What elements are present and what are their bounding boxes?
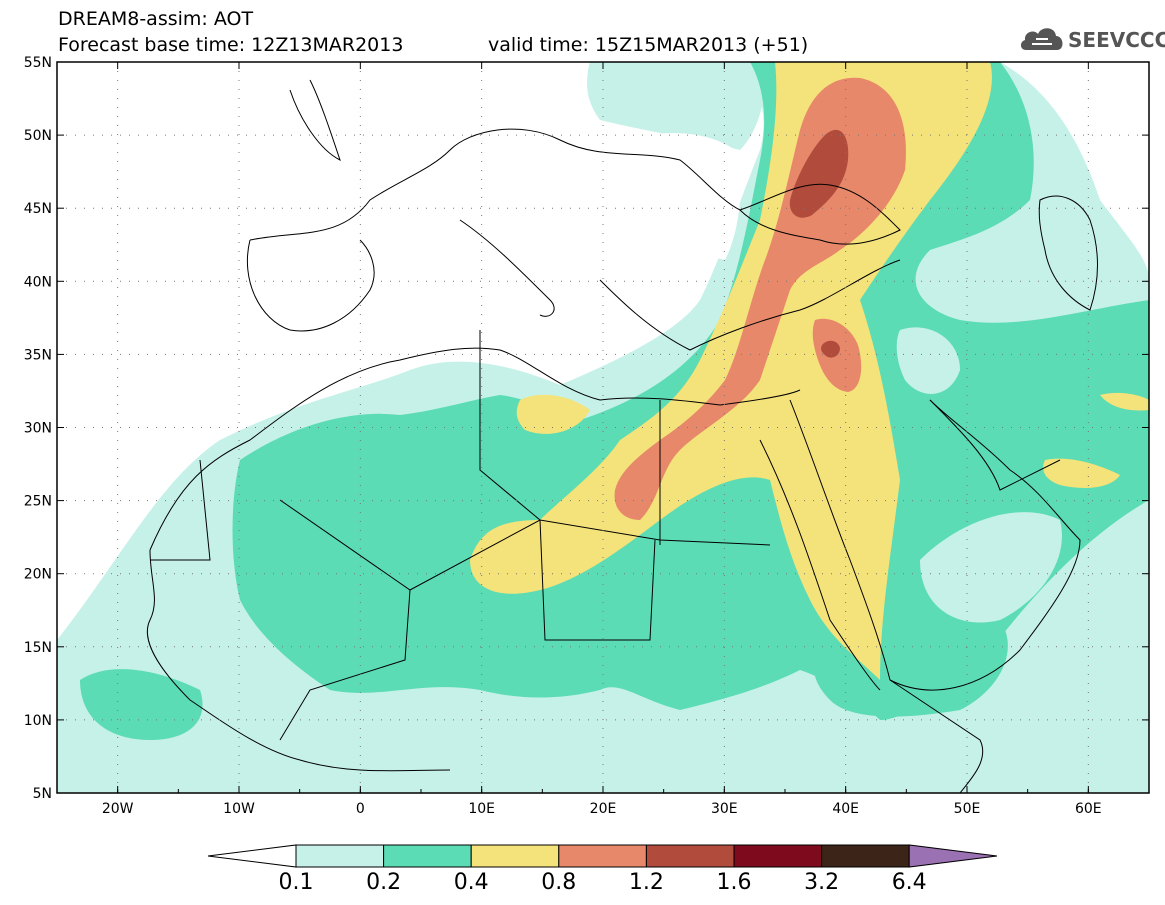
map-fields xyxy=(57,62,1149,793)
aot-contour-1.2 xyxy=(789,129,849,218)
lon-label: 60E xyxy=(1075,801,1102,817)
colorbar-high-triangle xyxy=(908,844,998,868)
grid-lines xyxy=(57,62,1149,793)
lat-label: 40N xyxy=(24,274,52,290)
colorbar-swatch xyxy=(645,844,735,868)
coastline-west-africa xyxy=(146,549,451,772)
coastline-north-africa xyxy=(149,347,801,551)
colorbar-label: 0.1 xyxy=(278,870,314,895)
aot-contour-0.4-gulf xyxy=(1043,458,1120,488)
colorbar xyxy=(207,844,998,868)
colorbar-swatch xyxy=(558,844,647,868)
lon-label: 10W xyxy=(223,801,255,817)
colorbar-label: 1.2 xyxy=(628,870,664,895)
coastline-britain xyxy=(289,79,341,161)
coastline-black-sea xyxy=(739,183,901,245)
border-2 xyxy=(279,589,411,741)
lat-label: 20N xyxy=(24,567,52,583)
lon-label: 0 xyxy=(356,801,365,817)
cloud-icon xyxy=(1020,28,1063,50)
coastline-caspian xyxy=(1038,195,1098,311)
lon-label: 50E xyxy=(954,801,981,817)
coastline-horn xyxy=(889,679,984,793)
colorbar-label: 0.4 xyxy=(453,870,489,895)
coastline-arabia xyxy=(889,399,1081,691)
colorbar-swatch xyxy=(295,844,385,868)
coastline-gulf xyxy=(929,399,1061,491)
lat-label: 35N xyxy=(24,347,52,363)
border-5 xyxy=(150,459,211,561)
colorbar-low-triangle xyxy=(207,844,297,868)
colorbar-swatch xyxy=(383,844,472,868)
aot-contour-1.2-syria xyxy=(821,340,840,358)
lat-label: 45N xyxy=(24,201,52,217)
colorbar-label: 6.4 xyxy=(891,870,927,895)
lat-label: 25N xyxy=(24,494,52,510)
coastline-greece-turkey xyxy=(599,259,901,351)
axis-ticks xyxy=(56,61,1150,794)
lon-label: 40E xyxy=(832,801,859,817)
colorbar-label: 0.8 xyxy=(541,870,577,895)
coastline-iberia xyxy=(246,239,375,332)
lon-label: 20W xyxy=(102,801,134,817)
colorbar-swatch xyxy=(821,844,910,868)
lon-label: 10E xyxy=(468,801,495,817)
lat-axis-labels: 55N 50N 45N 40N 35N 30N 25N 20N 15N 10N 5N xyxy=(24,55,52,802)
coastline-europe xyxy=(249,128,741,241)
coastline-red-sea-east xyxy=(789,399,891,681)
coastlines xyxy=(146,79,1098,793)
colorbar-swatch xyxy=(733,844,823,868)
coastline-red-sea xyxy=(759,439,881,691)
map-title: DREAM8-assim: AOT xyxy=(58,8,254,30)
colorbar-label: 3.2 xyxy=(804,870,840,895)
aot-contour-0.1-north xyxy=(587,62,764,150)
lon-label: 30E xyxy=(711,801,738,817)
colorbar-label: 0.2 xyxy=(366,870,402,895)
border-6 xyxy=(479,330,541,521)
lat-label: 50N xyxy=(24,128,52,144)
lat-label: 55N xyxy=(24,55,52,71)
colorbar-swatch xyxy=(470,844,560,868)
forecast-base-time: Forecast base time: 12Z13MAR2013 xyxy=(58,34,404,56)
lat-label: 10N xyxy=(24,713,52,729)
border-3 xyxy=(539,519,656,641)
logo-text: SEEVCCC xyxy=(1068,28,1165,52)
lat-label: 30N xyxy=(24,421,52,437)
lon-axis-labels: 20W 10W 0 10E 20E 30E 40E 50E 60E xyxy=(102,801,1102,817)
aot-contour-0.2-africa-west xyxy=(80,669,203,740)
coastline-italy xyxy=(459,219,555,317)
colorbar-label: 1.6 xyxy=(716,870,752,895)
lat-label: 5N xyxy=(33,786,52,802)
valid-time: valid time: 15Z15MAR2013 (+51) xyxy=(488,34,809,56)
lon-label: 20E xyxy=(590,801,617,817)
lat-label: 15N xyxy=(24,640,52,656)
seevccc-logo: SEEVCCC xyxy=(1018,22,1165,56)
